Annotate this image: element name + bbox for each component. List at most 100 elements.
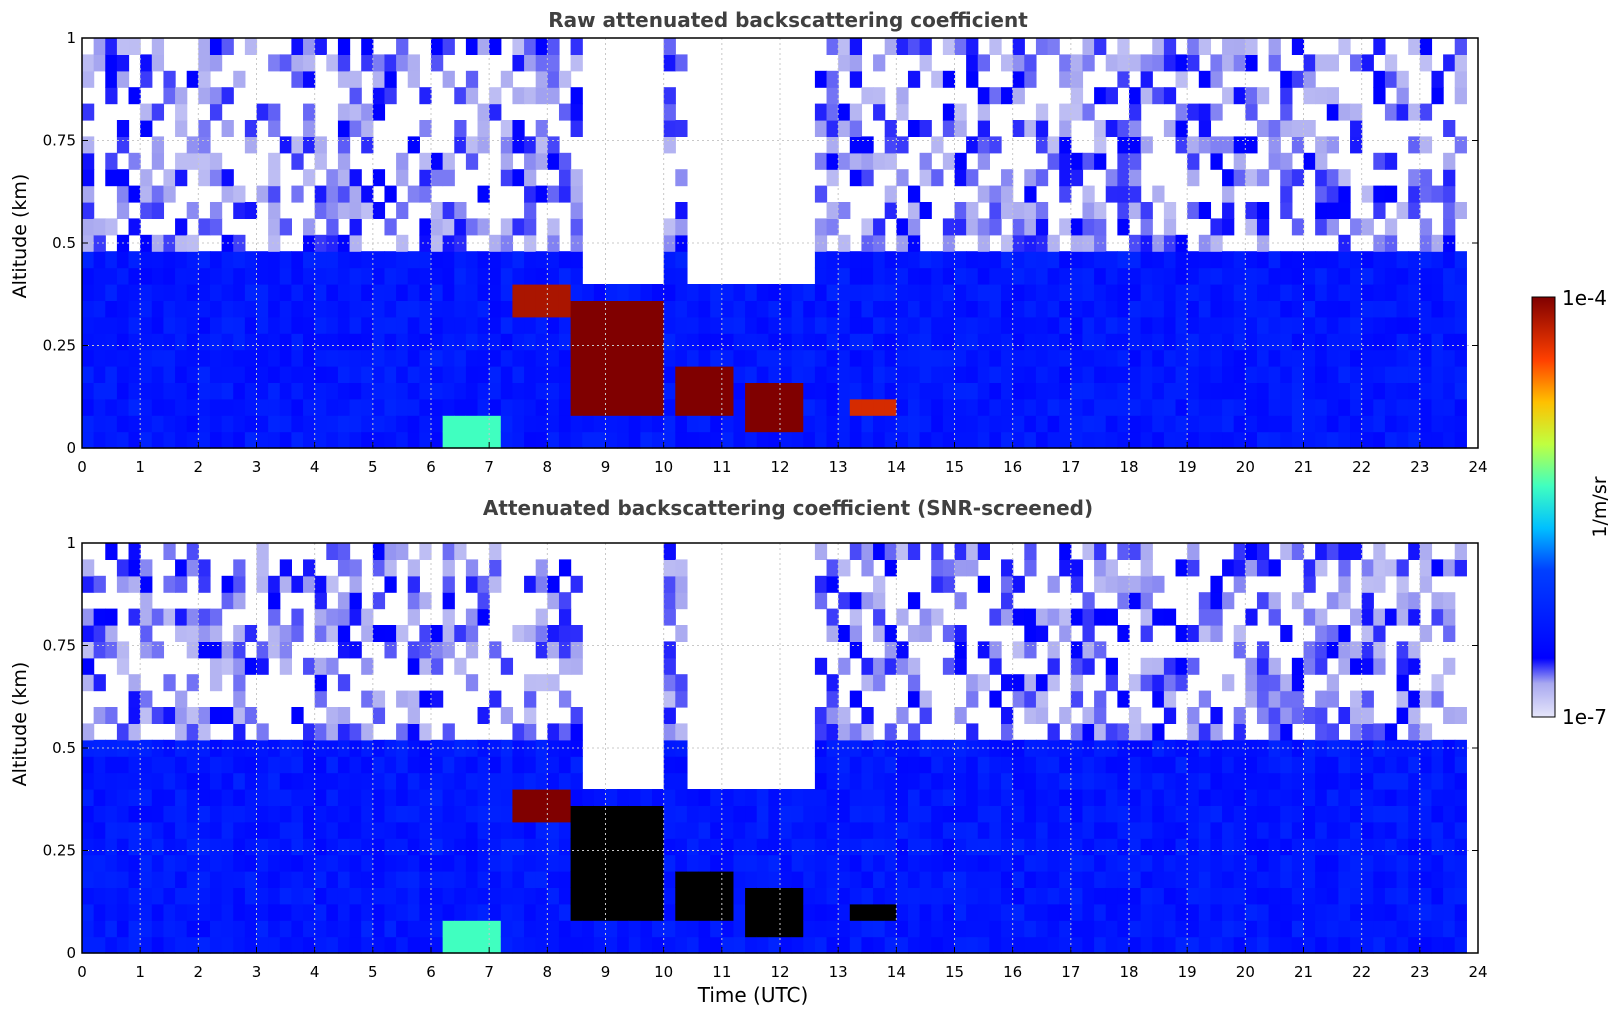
heatmap-cell (1419, 936, 1433, 954)
heatmap-cell (175, 316, 188, 334)
heatmap-cell (1454, 415, 1467, 433)
heatmap-cell (209, 936, 223, 954)
heatmap-cell (93, 805, 106, 823)
heatmap-cell (628, 936, 641, 954)
heatmap-cell (1198, 38, 1212, 55)
heatmap-cell (454, 136, 467, 154)
heatmap-cell (617, 936, 630, 954)
heatmap-cell (907, 415, 921, 433)
heatmap-cell (1431, 333, 1444, 351)
heatmap-cell (256, 398, 269, 416)
heatmap-cell (535, 559, 548, 577)
heatmap-cell (1431, 300, 1444, 318)
heatmap-cell (1315, 625, 1328, 642)
heatmap-cell (1187, 789, 1200, 806)
heatmap-cell (640, 821, 653, 839)
heatmap-cell (1384, 920, 1398, 938)
heatmap-cell (1408, 707, 1421, 724)
heatmap-cell (256, 887, 269, 905)
heatmap-cell (1268, 431, 1281, 449)
heatmap-cell (1373, 349, 1386, 367)
heatmap-cell (547, 38, 560, 55)
heatmap-cell (1326, 136, 1339, 154)
heatmap-cell (1163, 821, 1177, 839)
heatmap-cell (1105, 657, 1118, 675)
heatmap-cell (1012, 333, 1025, 351)
heatmap-cell (477, 382, 490, 400)
heatmap-cell (547, 70, 560, 88)
heatmap-cell (1233, 382, 1246, 400)
heatmap-cell (1408, 349, 1421, 367)
heatmap-cell (873, 300, 886, 318)
heatmap-cell (1326, 431, 1339, 449)
heatmap-cell (407, 871, 420, 888)
heatmap-cell (547, 431, 560, 449)
heatmap-cell (1268, 871, 1281, 888)
heatmap-cell (710, 887, 723, 905)
heatmap-cell (1443, 625, 1456, 642)
heatmap-cell (431, 398, 444, 416)
heatmap-cell (966, 871, 979, 888)
heatmap-cell (919, 821, 932, 839)
heatmap-cell (1094, 690, 1107, 708)
heatmap-cell (1047, 152, 1060, 170)
heatmap-cell (1210, 920, 1223, 938)
heatmap-cell (1350, 903, 1363, 921)
heatmap-cell (82, 756, 95, 774)
heatmap-cell (431, 300, 444, 318)
heatmap-cell (873, 871, 886, 888)
heatmap-cell (1280, 920, 1293, 938)
heatmap-cell (279, 333, 292, 351)
heatmap-cell (175, 871, 188, 888)
heatmap-cell (291, 903, 304, 921)
heatmap-cell (384, 871, 397, 888)
heatmap-cell (361, 431, 374, 449)
heatmap-cell (838, 789, 851, 806)
heatmap-cell (256, 333, 269, 351)
heatmap-cell (652, 887, 665, 905)
heatmap-cell (268, 382, 281, 400)
heatmap-cell (1326, 723, 1339, 741)
heatmap-cell (431, 789, 444, 806)
heatmap-cell (303, 103, 316, 121)
heatmap-cell (407, 415, 420, 433)
heatmap-cell (454, 903, 467, 921)
heatmap-cell (396, 690, 409, 708)
heatmap-cell (663, 284, 676, 301)
heatmap-cell (1373, 70, 1386, 88)
heatmap-cell (1373, 267, 1386, 285)
heatmap-cell (1163, 608, 1177, 626)
heatmap-cell (733, 415, 746, 433)
heatmap-cell (686, 398, 700, 416)
heatmap-cell (756, 300, 769, 318)
heatmap-cell (431, 756, 444, 774)
heatmap-cell (326, 382, 339, 400)
heatmap-cell (175, 575, 188, 593)
heatmap-cell (1082, 903, 1095, 921)
heatmap-cell (873, 218, 886, 236)
heatmap-cell (1233, 398, 1246, 416)
heatmap-cell (209, 707, 223, 724)
heatmap-cell (1187, 136, 1200, 154)
heatmap-cell (244, 838, 258, 856)
heatmap-cell (291, 789, 304, 806)
heatmap-cell (1326, 202, 1339, 219)
heatmap-cell (1256, 267, 1270, 285)
heatmap-cell (1245, 202, 1258, 219)
heatmap-cell (291, 805, 304, 823)
heatmap-cell (489, 333, 502, 351)
heatmap-cell (803, 398, 816, 416)
heatmap-cell (1256, 120, 1270, 137)
heatmap-cell (977, 756, 990, 774)
heatmap-cell (105, 251, 118, 269)
heatmap-cell (349, 120, 362, 137)
heatmap-cell (535, 821, 548, 839)
heatmap-cell (512, 349, 525, 367)
heatmap-cell (314, 936, 327, 954)
heatmap-cell (919, 854, 932, 872)
heatmap-cell (1070, 657, 1084, 675)
heatmap-cell (500, 772, 514, 790)
heatmap-cell (535, 136, 548, 154)
heatmap-cell (1175, 838, 1188, 856)
heatmap-cell (349, 575, 362, 593)
